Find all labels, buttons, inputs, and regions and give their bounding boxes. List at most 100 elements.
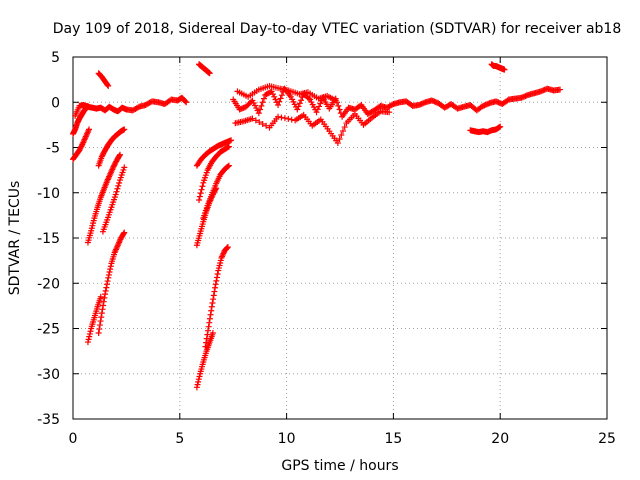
data-point [225,163,232,170]
data-point [84,339,91,346]
data-point [316,103,323,110]
data-point [210,296,217,303]
data-point [225,162,232,169]
data-point [497,123,504,130]
data-point [97,293,104,300]
y-tick-label: 5 [51,50,60,66]
data-point [225,143,232,150]
data-point [121,126,128,133]
data-point [203,339,210,346]
data-point [339,128,346,135]
data-point [272,96,279,103]
data-point [224,244,231,251]
axis-ticks: 0 5 10 15 20 25 5 0 -5 -10 -15 -20 -25 -30 -35 [37,50,616,447]
data-point [113,188,120,195]
data-point [285,115,292,122]
data-point [114,185,121,192]
data-point [194,381,201,388]
data-point [334,139,341,146]
data-point [275,113,282,120]
data-point [263,122,270,129]
data-point [209,330,216,337]
data-point [182,98,189,105]
data-point [206,70,213,77]
data-point [195,378,202,385]
data-point [86,126,93,133]
data-point [338,132,345,139]
chart-title: Day 109 of 2018, Sidereal Day-to-day VTE… [53,21,622,37]
data-point [204,327,211,334]
data-point [105,274,112,281]
data-point [269,91,276,98]
y-tick-label: -10 [37,186,60,202]
data-point [102,291,109,298]
data-point [228,137,235,144]
data-point [207,311,214,318]
data-point [95,330,102,337]
data-point [102,287,109,294]
data-point [103,281,110,288]
data-point [386,109,393,116]
grid [73,57,607,419]
data-point [196,373,203,380]
plot-area [72,56,608,420]
data-point [260,95,267,102]
data-point [256,119,263,126]
data-point [314,106,321,113]
data-point [214,271,221,278]
data-point [278,114,285,121]
data-point [100,302,107,309]
data-point [212,284,219,291]
y-tick-label: -25 [37,322,60,338]
data-point [212,281,219,288]
data-point [298,97,305,104]
data-point [213,274,220,281]
data-point [87,328,94,335]
data-point [105,82,112,89]
data-point [121,164,128,171]
data-point [288,116,295,123]
data-point [98,314,105,321]
data-point [271,93,278,100]
data-point [204,331,211,338]
data-point [501,66,508,73]
data-point [255,110,262,117]
data-point [202,343,209,350]
data-point [78,142,85,149]
data-point [336,106,343,113]
data-point [257,106,264,113]
y-tick-label: -20 [37,276,60,292]
y-axis-title: SDTVAR / TECUs [7,181,23,296]
data-point [107,263,114,270]
data-point [205,323,212,330]
data-point [249,115,256,122]
data-point [104,278,111,285]
data-point [295,103,302,110]
y-tick-label: 0 [51,95,60,111]
data-point [199,183,206,190]
data-point [183,99,190,106]
y-tick-label: -5 [46,141,60,157]
data-point [206,319,213,326]
x-axis-title: GPS time / hours [281,458,398,474]
x-tick-label: 5 [175,431,184,447]
data-point [208,307,215,314]
data-point [84,102,91,109]
data-point [208,303,215,310]
data-point [206,315,213,322]
data-point [213,277,220,284]
data-point [100,298,107,305]
data-point [281,115,288,122]
data-point [294,106,301,113]
data-point [115,182,122,189]
data-point [195,376,202,383]
x-tick-label: 10 [278,431,296,447]
data-point [211,288,218,295]
y-tick-label: -15 [37,231,60,247]
data-point [258,102,265,109]
data-point [116,152,123,159]
y-tick-label: -35 [37,412,60,428]
data-point [313,109,320,116]
data-point [193,384,200,391]
